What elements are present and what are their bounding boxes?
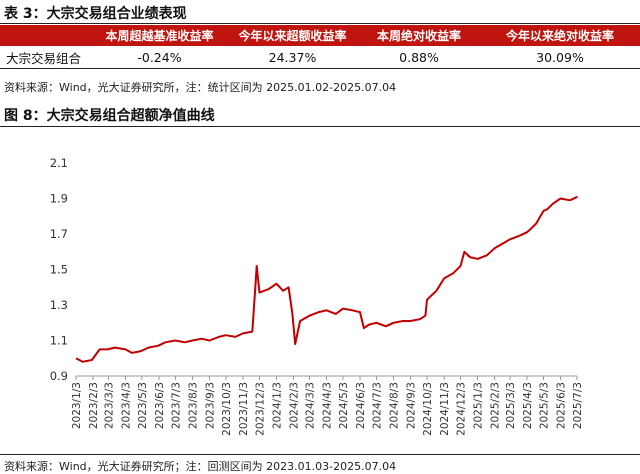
y-tick-label: 1.1	[50, 334, 68, 348]
x-tick-label: 2025/2/3	[490, 382, 502, 429]
x-tick-label: 2023/4/3	[120, 382, 132, 429]
y-tick-label: 1.7	[50, 227, 68, 241]
x-tick-label: 2024/1/3	[272, 382, 284, 429]
table-header-cell: 本周绝对收益率	[358, 25, 480, 46]
x-tick-label: 2024/12/3	[456, 382, 468, 436]
y-tick-label: 1.9	[50, 192, 68, 206]
table-header-cell: 本周超越基准收益率	[92, 25, 227, 46]
x-tick-label: 2023/8/3	[187, 382, 199, 429]
x-tick-label: 2024/11/3	[439, 382, 451, 436]
x-tick-label: 2024/6/3	[355, 382, 367, 429]
table-row: 大宗交易组合 -0.24% 24.37% 0.88% 30.09%	[0, 46, 640, 69]
x-tick-label: 2023/6/3	[154, 382, 166, 429]
x-tick-label: 2023/5/3	[137, 382, 149, 429]
chart-bottom-rule	[0, 454, 640, 455]
x-tick-label: 2023/7/3	[170, 382, 182, 429]
chart-title: 图 8：大宗交易组合超额净值曲线	[4, 108, 215, 124]
table-header-cell	[0, 25, 92, 46]
x-tick-label: 2025/7/3	[572, 382, 584, 429]
y-tick-label: 1.3	[50, 298, 68, 312]
x-tick-label: 2024/10/3	[422, 382, 434, 436]
x-tick-label: 2023/1/3	[71, 382, 83, 429]
x-tick-label: 2024/8/3	[389, 382, 401, 429]
x-tick-label: 2025/6/3	[556, 382, 568, 429]
performance-table: 本周超越基准收益率 今年以来超额收益率 本周绝对收益率 今年以来绝对收益率 大宗…	[0, 25, 640, 69]
x-tick-label: 2024/5/3	[338, 382, 350, 429]
table-title: 表 3：大宗交易组合业绩表现	[4, 6, 187, 22]
x-tick-label: 2025/1/3	[473, 382, 485, 429]
table-source-note: 资料来源：Wind，光大证券研究所，注：统计区间为 2025.01.02-202…	[4, 81, 397, 94]
y-tick-label: 1.5	[50, 263, 68, 277]
table-cell: 30.09%	[480, 46, 640, 69]
table-header-cell: 今年以来超额收益率	[227, 25, 358, 46]
x-tick-label: 2025/3/3	[505, 382, 517, 429]
x-tick-label: 2023/11/3	[238, 382, 250, 436]
x-tick-label: 2023/3/3	[103, 382, 115, 429]
table-cell: 大宗交易组合	[0, 46, 92, 69]
table-cell: -0.24%	[92, 46, 227, 69]
y-tick-label: 0.9	[50, 369, 68, 383]
x-tick-label: 2025/4/3	[522, 382, 534, 429]
x-tick-label: 2024/3/3	[304, 382, 316, 429]
chart-title-rule	[0, 126, 640, 127]
x-tick-label: 2023/2/3	[88, 382, 100, 429]
x-tick-label: 2024/4/3	[322, 382, 334, 429]
table-title-rule	[0, 23, 640, 24]
x-tick-label: 2025/5/3	[538, 382, 550, 429]
nav-series-line	[75, 195, 578, 363]
y-tick-label: 2.1	[50, 156, 68, 170]
chart-source-note: 资料来源：Wind，光大证券研究所；注：回测区间为 2023.01.03-202…	[4, 460, 397, 473]
x-tick-label: 2023/10/3	[221, 382, 233, 436]
table-cell: 0.88%	[358, 46, 480, 69]
x-tick-label: 2024/7/3	[371, 382, 383, 429]
x-tick-label: 2023/9/3	[204, 382, 216, 429]
table-header-cell: 今年以来绝对收益率	[480, 25, 640, 46]
x-tick-label: 2024/9/3	[406, 382, 418, 429]
table-header-row: 本周超越基准收益率 今年以来超额收益率 本周绝对收益率 今年以来绝对收益率	[0, 25, 640, 46]
x-tick-label: 2024/2/3	[289, 382, 301, 429]
x-tick-label: 2023/12/3	[254, 382, 266, 436]
table-cell: 24.37%	[227, 46, 358, 69]
